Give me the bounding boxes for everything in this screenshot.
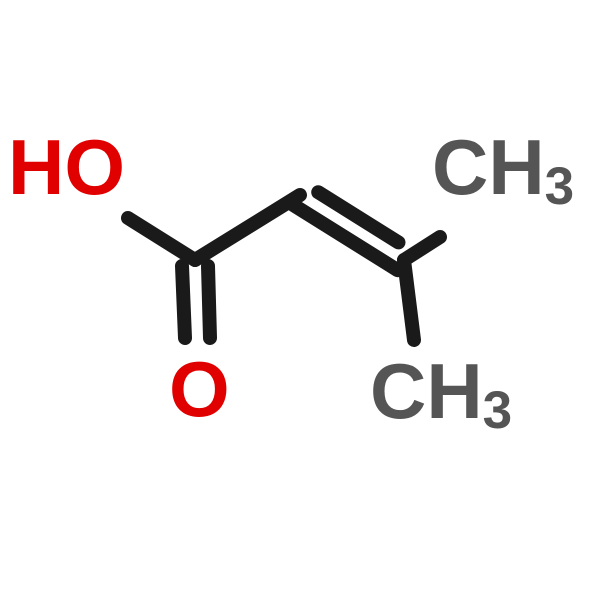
carbonyl-oxygen-label: O [169,350,230,428]
bond-layer [0,0,600,600]
molecule-diagram: HO O CH3 CH3 [0,0,600,600]
hydroxyl-label: HO [8,128,125,206]
methyl-bottom-label: CH3 [370,352,512,430]
methyl-top-label: CH3 [432,128,574,206]
